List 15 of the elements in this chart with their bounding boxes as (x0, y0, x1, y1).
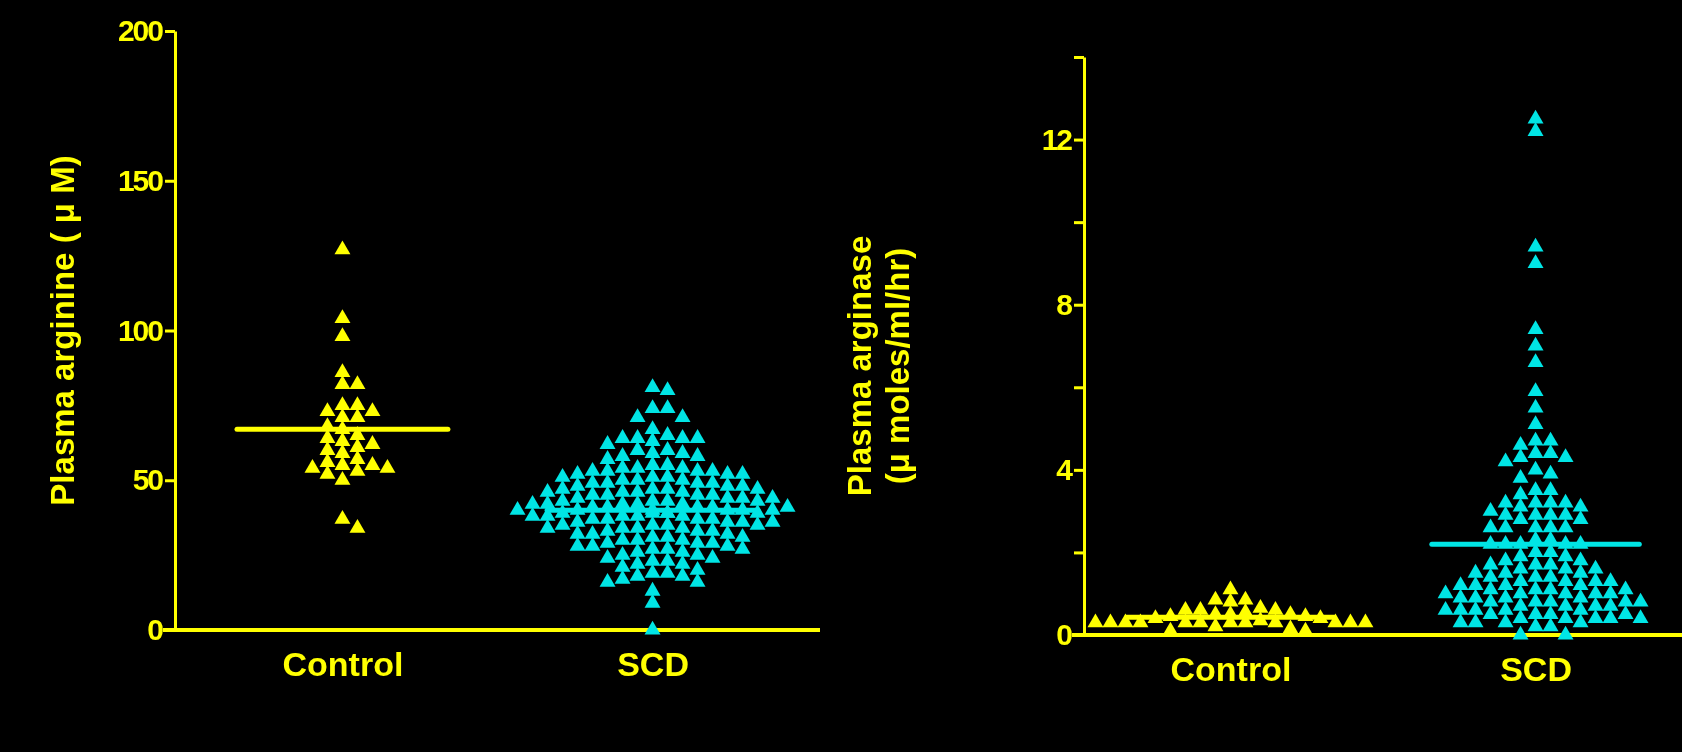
y-tick-label: 100 (117, 313, 164, 347)
y-axis-title: Plasma arginase (μ moles/ml/hr) (840, 235, 916, 497)
y-tick-label: 12 (1041, 122, 1073, 156)
x-tick-label: SCD (617, 645, 689, 684)
y-axis-title: Plasma arginine ( μ M) (43, 155, 81, 506)
y-tick-label: 0 (1056, 618, 1073, 652)
x-tick-label: Control (282, 645, 404, 684)
x-tick-label: Control (1170, 650, 1292, 689)
y-tick-label: 8 (1056, 287, 1073, 321)
y-tick-label: 0 (147, 613, 164, 647)
y-tick-label: 150 (117, 163, 164, 197)
y-tick-label: 50 (132, 463, 164, 497)
y-tick-label: 200 (117, 14, 164, 48)
x-tick-label: SCD (1500, 650, 1572, 689)
y-tick-label: 4 (1056, 452, 1074, 486)
